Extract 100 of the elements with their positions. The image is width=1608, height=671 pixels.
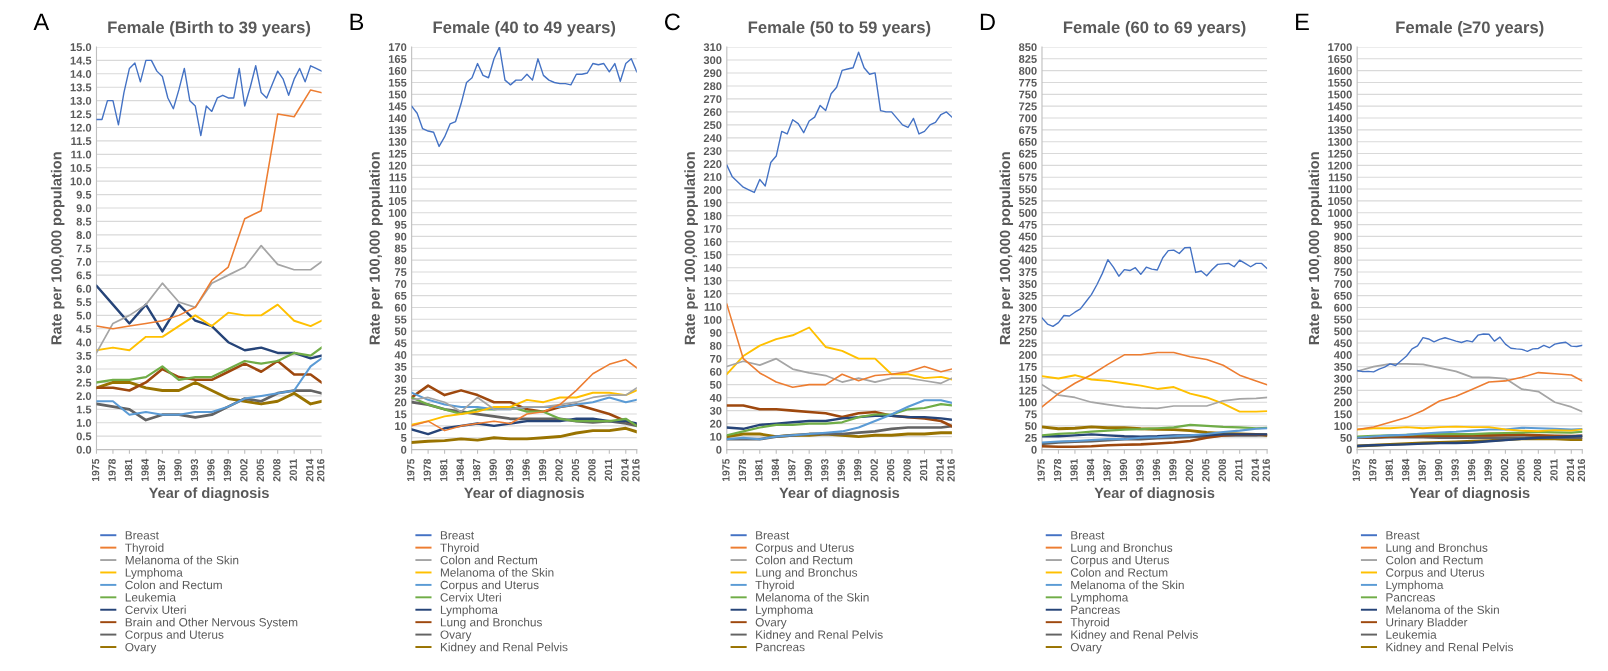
legend-label: Pancreas <box>1386 593 1435 602</box>
y-tick-label: 1000 <box>1328 209 1352 217</box>
legend-label: Thyroid <box>755 580 794 592</box>
line-series <box>1041 374 1268 413</box>
y-tick-label: 800 <box>1334 256 1352 265</box>
y-tick-label: 280 <box>703 82 722 91</box>
x-tick-label: 1978 <box>423 458 431 482</box>
y-tick-label: 55 <box>394 315 407 324</box>
line-series <box>411 358 637 432</box>
x-tick-label: 1990 <box>804 459 812 482</box>
y-tick-label: 8.0 <box>76 231 92 239</box>
y-tick-label: 750 <box>1019 90 1037 99</box>
legend-label: Leukemia <box>1386 630 1437 639</box>
legend-label: Thyroid <box>1070 617 1109 629</box>
y-tick-label: 575 <box>1018 173 1037 182</box>
y-tick-label: 5 <box>400 434 407 442</box>
y-tick-label: 75 <box>1025 410 1037 419</box>
y-tick-label: 35 <box>394 362 407 371</box>
x-tick-label: 2014 <box>936 458 944 482</box>
legend-label: Colon and Rectum <box>125 580 222 590</box>
line-series <box>1041 246 1268 328</box>
y-tick-label: 125 <box>1019 386 1037 395</box>
y-tick-label: 260 <box>703 108 722 117</box>
line-series <box>96 89 322 330</box>
y-tick-label: 50 <box>709 380 722 389</box>
x-tick-label: 1981 <box>1385 458 1393 482</box>
y-tick-label: 12.0 <box>70 123 92 132</box>
legend-label: Leukemia <box>125 592 176 602</box>
y-tick-label: 90 <box>709 328 722 337</box>
y-tick-label: 600 <box>1018 161 1037 170</box>
y-tick-label: 0 <box>716 445 722 454</box>
y-tick-label: 0.5 <box>76 432 92 441</box>
legend-label: Lung and Bronchus <box>756 568 858 580</box>
y-tick-label: 25 <box>394 386 407 395</box>
chart-title: Female (≥70 years) <box>1396 21 1544 37</box>
legend-label: Melanoma of the Skin <box>440 568 554 577</box>
x-tick-label: 2014 <box>306 458 314 482</box>
x-axis-title: Year of diagnosis <box>148 487 269 501</box>
x-tick-label: 1999 <box>538 458 547 482</box>
y-tick-label: 300 <box>1334 374 1352 383</box>
y-tick-label: 1550 <box>1328 78 1352 87</box>
legend-label: Breast <box>440 531 475 540</box>
y-tick-label: 425 <box>1018 244 1037 253</box>
x-tick-label: 1975 <box>722 458 730 482</box>
text: A <box>33 13 50 30</box>
line-series <box>96 284 322 360</box>
y-tick-label: 1450 <box>1328 102 1352 111</box>
y-tick-label: 5.5 <box>76 298 92 307</box>
x-tick-label: 1999 <box>1169 458 1177 482</box>
legend-label: Colon and Rectum <box>1386 555 1483 565</box>
chart-title: Female (60 to 69 years) <box>1063 21 1246 37</box>
x-tick-label: 1996 <box>1467 458 1476 482</box>
y-tick-label: 20 <box>394 398 407 407</box>
y-tick-label: 250 <box>1334 386 1352 395</box>
y-tick-label: 105 <box>388 197 407 206</box>
x-tick-label: 1981 <box>755 458 763 482</box>
x-axis-title: Year of diagnosis <box>464 487 584 501</box>
x-tick-label: 1993 <box>1136 458 1144 482</box>
y-tick-label: 200 <box>703 186 722 194</box>
x-axis-title: Year of diagnosis <box>1409 487 1530 501</box>
y-tick-label: 7.5 <box>76 244 92 253</box>
y-tick-label: 350 <box>1018 280 1037 288</box>
y-tick-label: 95 <box>394 220 407 229</box>
y-tick-label: 270 <box>703 95 722 104</box>
x-tick-label: 2014 <box>1251 458 1259 482</box>
y-tick-label: 525 <box>1018 197 1037 206</box>
y-tick-label: 1.5 <box>76 405 92 414</box>
y-tick-label: 150 <box>1334 410 1352 419</box>
y-tick-label: 3.0 <box>76 365 92 374</box>
y-tick-label: 240 <box>703 134 722 143</box>
y-tick-label: 4.5 <box>76 325 92 333</box>
y-tick-label: 160 <box>388 66 407 75</box>
y-tick-label: 40 <box>709 393 722 402</box>
text: B <box>350 13 364 30</box>
y-tick-label: 750 <box>1334 268 1352 277</box>
line-series <box>726 326 952 381</box>
line-series <box>726 303 952 389</box>
y-tick-label: 1300 <box>1328 137 1352 146</box>
y-tick-label: 80 <box>709 341 722 350</box>
y-tick-label: 170 <box>388 43 407 52</box>
y-tick-label: 550 <box>1018 185 1037 194</box>
y-tick-label: 0 <box>401 445 407 454</box>
x-tick-label: 1999 <box>854 458 862 482</box>
y-tick-label: 0.0 <box>76 445 92 454</box>
y-tick-label: 130 <box>388 137 407 146</box>
line-series <box>726 414 952 430</box>
x-tick-label: 2014 <box>621 458 629 482</box>
y-tick-label: 90 <box>394 232 407 241</box>
y-tick-label: 15.0 <box>70 43 92 52</box>
line-series <box>1041 383 1268 410</box>
y-tick-label: 30 <box>709 406 722 415</box>
y-tick-label: 600 <box>1334 303 1352 312</box>
x-tick-label: 1984 <box>1401 458 1410 482</box>
y-tick-label: 155 <box>388 78 407 87</box>
y-tick-label: 75 <box>394 268 407 277</box>
x-tick-label: 2016 <box>632 458 640 482</box>
x-tick-label: 1987 <box>1418 459 1426 482</box>
x-tick-label: 1987 <box>788 459 796 482</box>
y-tick-label: 300 <box>1018 303 1037 312</box>
x-tick-label: 2002 <box>1185 459 1194 482</box>
